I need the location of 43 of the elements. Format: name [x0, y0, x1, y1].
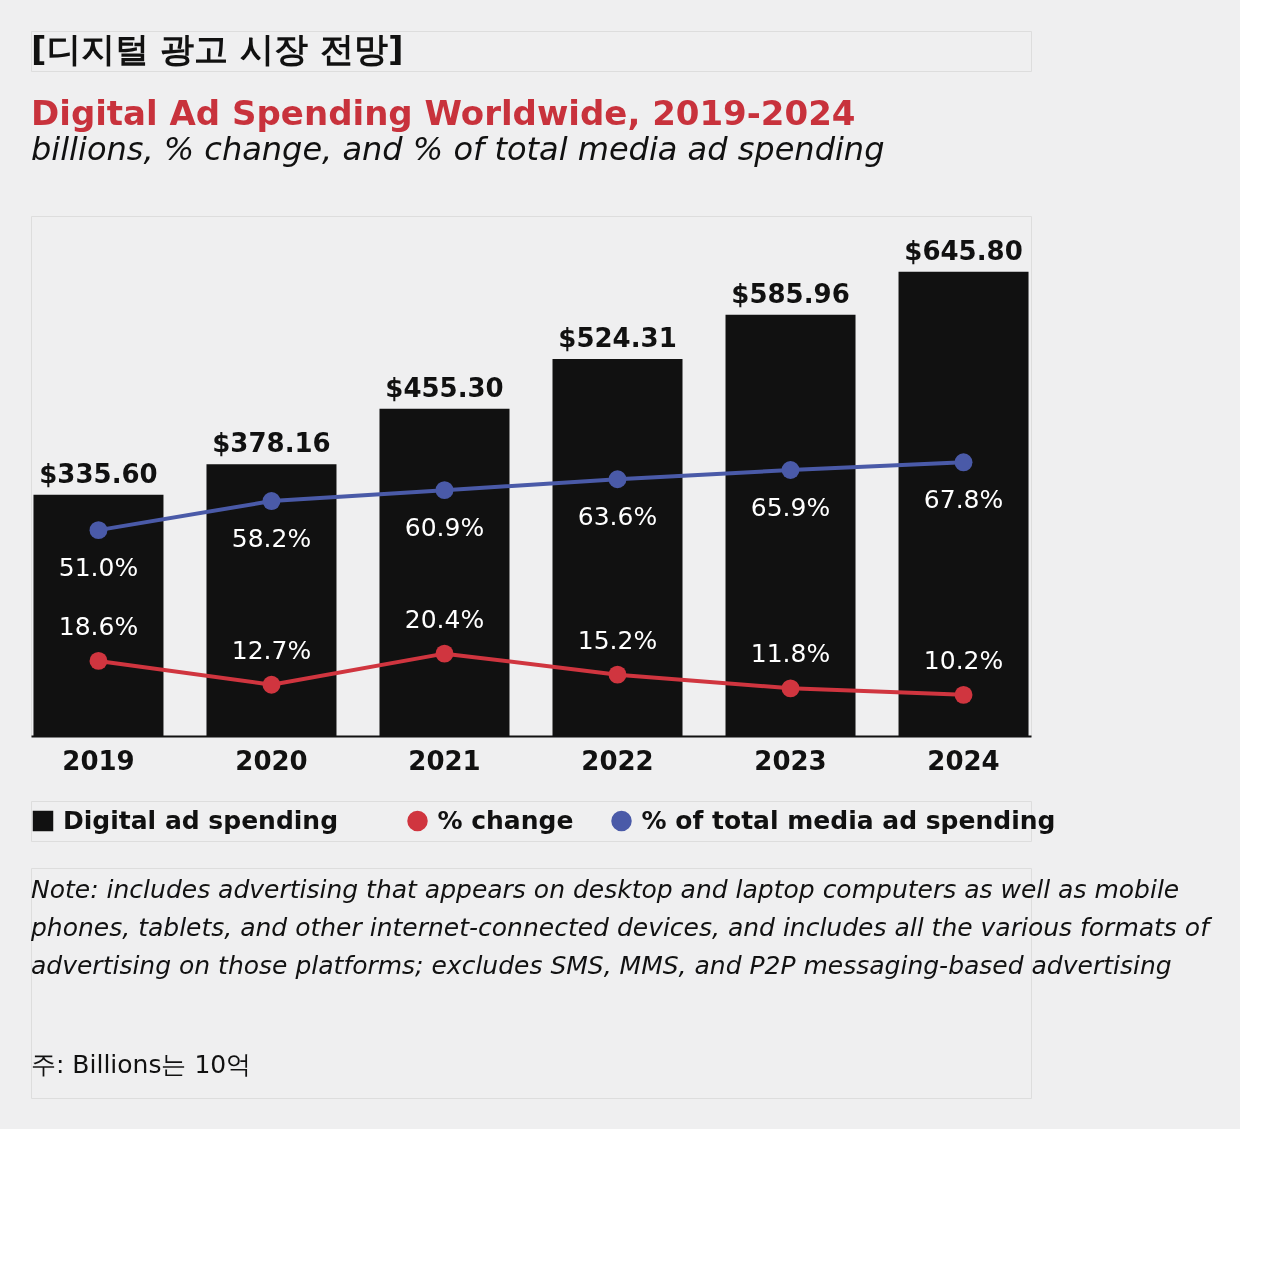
data-label: 15.2%: [577, 625, 658, 655]
point: [435, 644, 454, 663]
data-label: 10.2%: [923, 645, 1004, 675]
data-label: 60.9%: [404, 513, 485, 543]
chart-title: Digital Ad Spending Worldwide, 2019-2024: [31, 93, 856, 133]
data-label: 12.7%: [231, 635, 312, 665]
point: [781, 461, 800, 479]
x-tick-label: 2020: [235, 745, 308, 776]
point: [435, 481, 454, 500]
point: [954, 685, 973, 704]
text: [디지털 광고 시장 전망]: [31, 29, 404, 69]
text: Note: includes advertising that appears on desktop and laptop computers as well as mobile phones, tablets, and other internet-connected devices, and includes all the various formats of advertising on those platforms; excludes SMS, MMS, and P2P messaging-based advertising: [30, 875, 1213, 980]
x-tick-label: 2019: [62, 745, 135, 776]
point: [781, 679, 800, 698]
data-label: 63.6%: [577, 502, 658, 532]
data-label: 58.2%: [231, 524, 312, 554]
data-label: $378.16: [212, 428, 331, 459]
data-label: $455.30: [385, 372, 504, 403]
legend-label: % of total media ad spending: [641, 806, 1056, 835]
point: [262, 492, 281, 510]
point: [262, 675, 281, 694]
data-label: 67.8%: [923, 485, 1004, 515]
x-tick-label: 2023: [754, 745, 827, 776]
data-label: $524.31: [558, 323, 677, 354]
legend-label: Digital ad spending: [63, 806, 339, 835]
legend-label: % change: [437, 806, 574, 835]
data-label: 51.0%: [58, 553, 139, 583]
data-label: 65.9%: [750, 492, 831, 522]
data-label: $645.80: [904, 235, 1023, 266]
data-label: 20.4%: [404, 604, 485, 634]
point: [608, 470, 627, 489]
point: [89, 651, 108, 670]
point: [89, 521, 108, 540]
x-tick-label: 2022: [581, 745, 654, 776]
data-label: 18.6%: [58, 611, 139, 641]
data-label: 11.8%: [750, 639, 831, 669]
point: [608, 665, 627, 684]
point: [954, 453, 973, 472]
x-tick-label: 2021: [408, 745, 481, 776]
data-label: $585.96: [731, 278, 850, 309]
text: 주: Billions는 10억: [31, 1050, 252, 1079]
x-tick-label: 2024: [927, 745, 1000, 776]
data-label: $335.60: [39, 458, 158, 489]
